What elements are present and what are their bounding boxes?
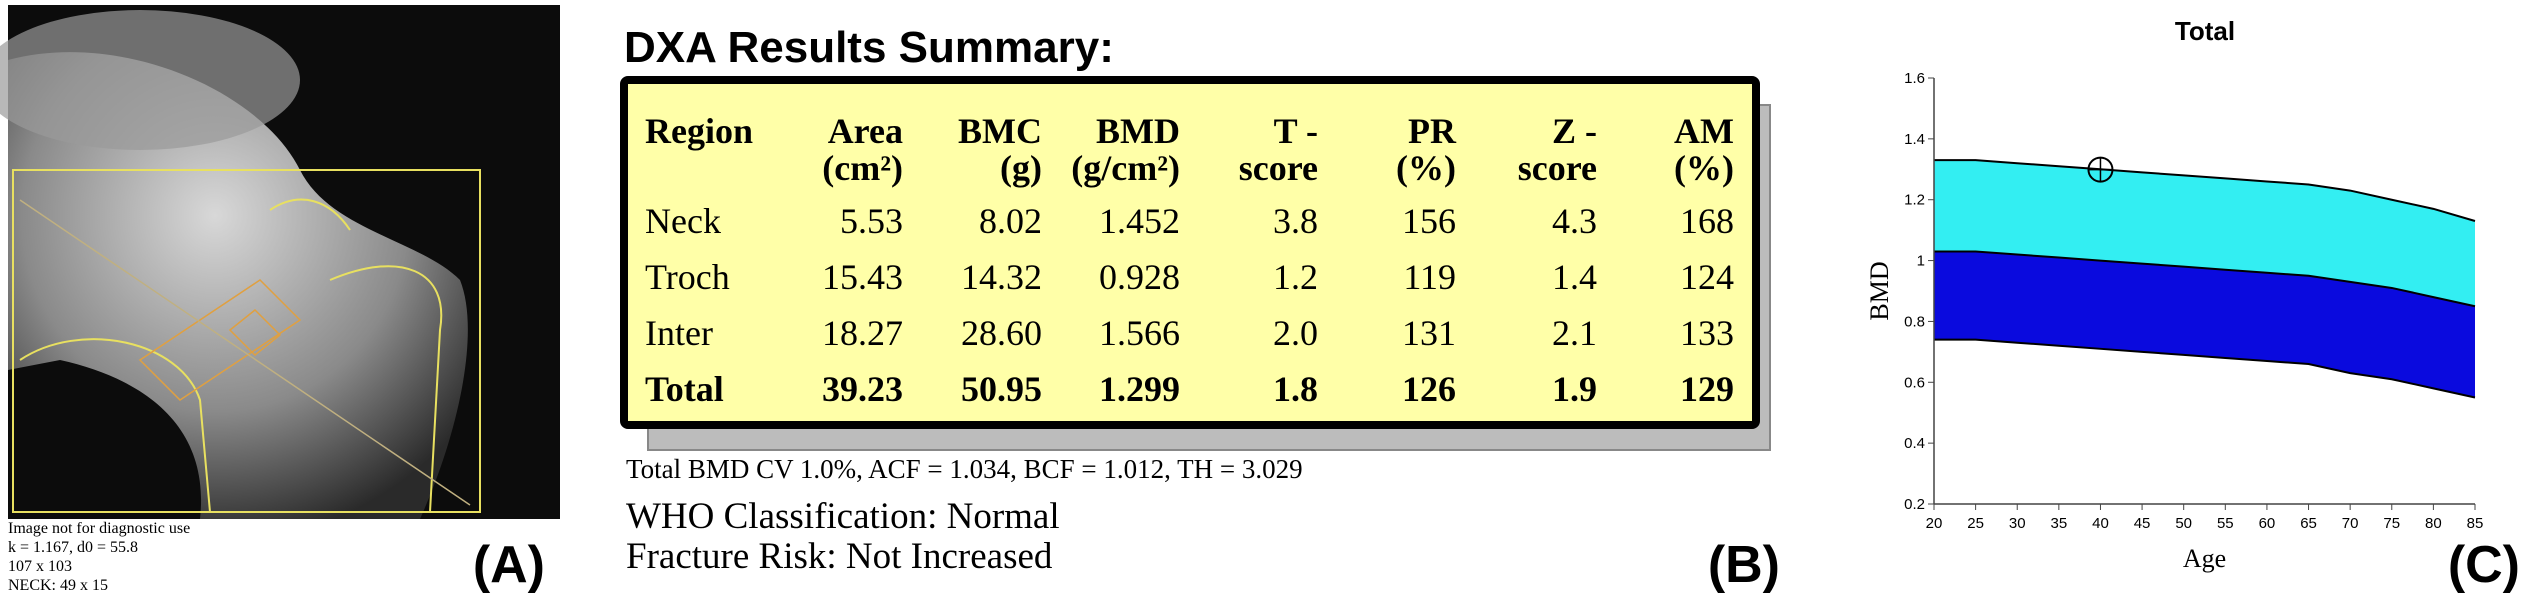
panel-label: (C) (2448, 536, 2520, 594)
y-tick-label: 0.6 (1904, 374, 1925, 391)
table-cell: 3.8 (1273, 201, 1318, 241)
chart: Total 0.2 0.4 0.6 0.8 1 1.2 1.4 1.6 20 25 30 35 40 45 5… (1865, 16, 2483, 573)
caption-line: NECK: 49 x 15 (8, 577, 108, 594)
column-header: score (1239, 148, 1318, 188)
table-cell: 156 (1402, 201, 1456, 241)
band-area (1934, 251, 2475, 398)
table-cell: 1.299 (1099, 369, 1180, 409)
x-tick-label: 80 (2425, 515, 2442, 532)
column-header: T - (1274, 111, 1318, 151)
column-header: Region (645, 111, 753, 151)
table-cell: 8.02 (979, 201, 1042, 241)
column-header: (g) (1000, 148, 1042, 188)
x-tick-label: 35 (2051, 515, 2068, 532)
y-tick-label: 0.2 (1904, 496, 1925, 513)
note-line: Fracture Risk: Not Increased (626, 536, 1053, 577)
note-line: Total BMD CV 1.0%, ACF = 1.034, BCF = 1.… (626, 454, 1303, 484)
y-axis-label: BMD (1865, 261, 1894, 320)
table-cell: 0.928 (1099, 257, 1180, 297)
table-cell: 4.3 (1552, 201, 1597, 241)
x-tick-label: 50 (2175, 515, 2192, 532)
patient-crosshair (2088, 157, 2113, 182)
caption-line: Image not for diagnostic use (8, 520, 190, 537)
table-cell: 28.60 (961, 313, 1042, 353)
table-cell: 1.4 (1552, 257, 1597, 297)
x-tick-label: 25 (1967, 515, 1984, 532)
panel-label: (B) (1708, 536, 1780, 594)
table-cell: 1.2 (1273, 257, 1318, 297)
band-area (1934, 160, 2475, 307)
notes: Total BMD CV 1.0%, ACF = 1.034, BCF = 1.… (626, 454, 1303, 577)
curve (1934, 159, 2476, 222)
table-cell: 18.27 (822, 313, 903, 353)
caption-line: k = 1.167, d0 = 55.8 (8, 539, 138, 556)
column-header: BMD (1096, 111, 1180, 151)
panel-label: (A) (473, 536, 545, 594)
table-cell: 119 (1403, 257, 1456, 297)
x-tick-label: 40 (2092, 515, 2109, 532)
column-header: (cm²) (822, 148, 903, 188)
x-tick-label: 70 (2342, 515, 2359, 532)
scan-image (0, 5, 560, 520)
curve (1934, 338, 2476, 399)
table-cell: 2.0 (1273, 313, 1318, 353)
table-cell: 133 (1680, 313, 1734, 353)
summary-title: DXA Results Summary: (624, 23, 1114, 72)
note-line: WHO Classification: Normal (626, 496, 1060, 537)
x-tick-label: 45 (2134, 515, 2151, 532)
x-tick-label: 65 (2300, 515, 2317, 532)
caption-line: 107 x 103 (8, 558, 72, 575)
table-cell: 1.8 (1273, 369, 1318, 409)
results-table: Region Area(cm²)BMC(g)BMD(g/cm²)T -scoreP… (645, 111, 1734, 409)
x-tick-label: 85 (2467, 515, 2484, 532)
table-cell: Troch (645, 257, 730, 297)
column-header: (%) (1396, 148, 1456, 188)
table-cell: Neck (645, 201, 721, 241)
y-tick-label: 0.8 (1904, 313, 1925, 330)
column-header: Z - (1552, 111, 1597, 151)
table-cell: 1.452 (1099, 201, 1180, 241)
table-cell: Total (645, 369, 724, 409)
table-cell: 15.43 (822, 257, 903, 297)
x-axis-label: Age (2183, 544, 2226, 573)
y-tick-label: 1 (1917, 253, 1925, 270)
y-tick-label: 0.4 (1904, 435, 1925, 452)
x-tick-label: 75 (2383, 515, 2400, 532)
x-tick-label: 55 (2217, 515, 2234, 532)
y-tick-label: 1.2 (1904, 192, 1925, 209)
table-cell: 5.53 (840, 201, 903, 241)
column-header: PR (1408, 111, 1457, 151)
x-tick-label: 30 (2009, 515, 2026, 532)
column-header: Area (828, 111, 903, 151)
table-cell: 1.566 (1099, 313, 1180, 353)
table-cell: 39.23 (822, 369, 903, 409)
y-tick-label: 1.6 (1904, 70, 1925, 87)
table-cell: 126 (1402, 369, 1456, 409)
table-cell: 1.9 (1552, 369, 1597, 409)
table-cell: 2.1 (1552, 313, 1597, 353)
caption-a: Image not for diagnostic use k = 1.167, d… (8, 520, 190, 594)
y-tick-label: 1.4 (1904, 131, 1925, 148)
table-cell: Inter (645, 313, 713, 353)
table-box (620, 76, 1760, 429)
table-cell: 131 (1402, 313, 1456, 353)
column-header: AM (1674, 111, 1734, 151)
curve (1934, 250, 2476, 308)
chart-title: Total (2175, 16, 2235, 46)
column-header: (g/cm²) (1071, 148, 1180, 188)
x-tick-label: 20 (1926, 515, 1943, 532)
column-header: (%) (1674, 148, 1734, 188)
table-cell: 14.32 (961, 257, 1042, 297)
table-cell: 124 (1680, 257, 1734, 297)
x-tick-label: 60 (2259, 515, 2276, 532)
table-cell: 129 (1680, 369, 1734, 409)
table-cell: 50.95 (961, 369, 1042, 409)
column-header: BMC (958, 111, 1042, 151)
column-header: score (1518, 148, 1597, 188)
table-cell: 168 (1680, 201, 1734, 241)
